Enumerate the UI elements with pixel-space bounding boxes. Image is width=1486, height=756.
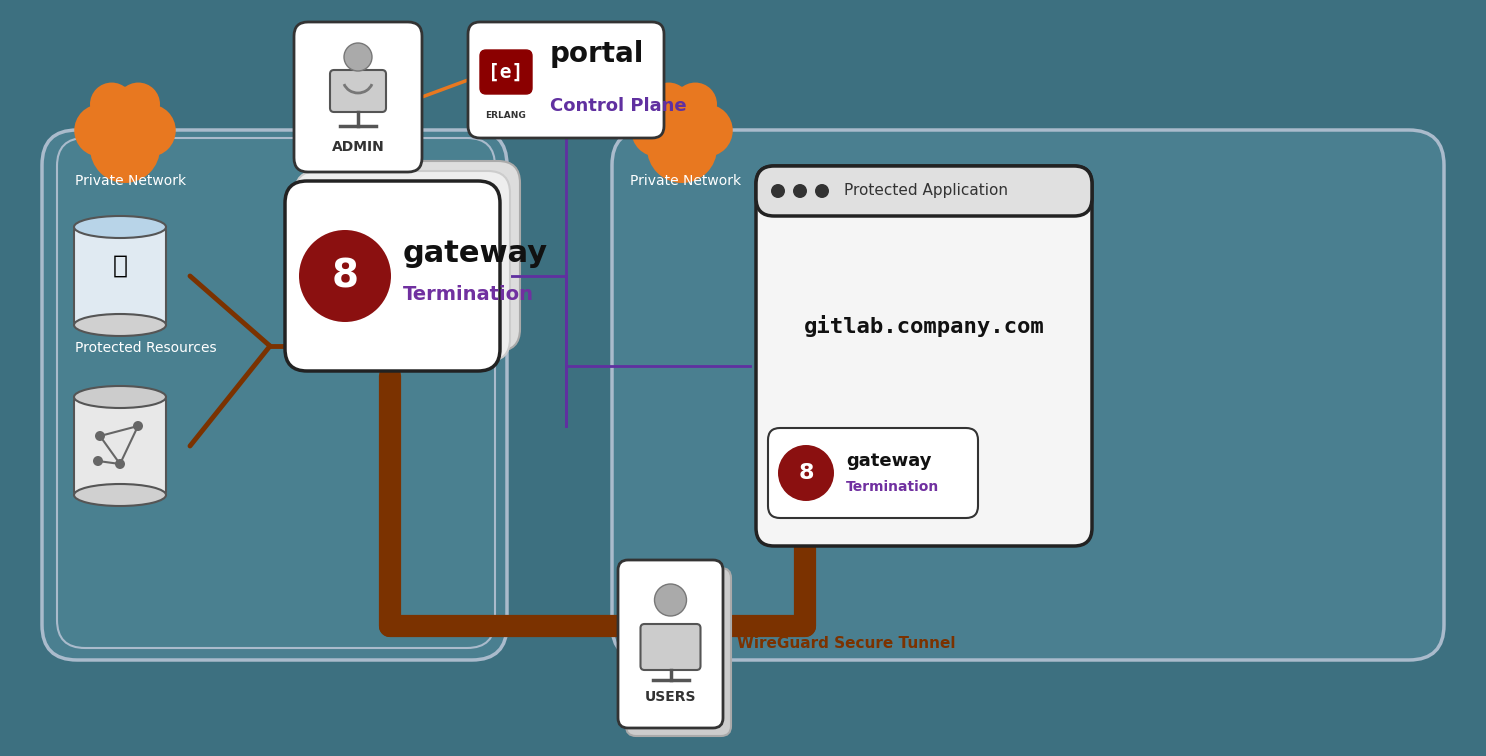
Circle shape — [646, 82, 691, 126]
FancyBboxPatch shape — [42, 130, 507, 660]
Text: Termination: Termination — [846, 480, 939, 494]
Circle shape — [74, 104, 126, 156]
Circle shape — [652, 87, 712, 146]
Text: ADMIN: ADMIN — [331, 140, 385, 154]
Circle shape — [114, 459, 125, 469]
Circle shape — [654, 584, 687, 616]
Text: 8: 8 — [798, 463, 814, 483]
FancyBboxPatch shape — [305, 161, 520, 351]
Circle shape — [814, 184, 829, 198]
Text: Private Network: Private Network — [630, 174, 742, 188]
FancyBboxPatch shape — [612, 130, 1444, 660]
Ellipse shape — [74, 386, 166, 408]
FancyBboxPatch shape — [618, 560, 724, 728]
FancyBboxPatch shape — [640, 624, 700, 670]
Circle shape — [299, 230, 391, 322]
FancyBboxPatch shape — [768, 428, 978, 518]
Text: Private Network: Private Network — [74, 174, 186, 188]
Circle shape — [91, 82, 134, 126]
FancyBboxPatch shape — [756, 166, 1092, 216]
Text: Termination: Termination — [403, 284, 533, 303]
Text: ERLANG: ERLANG — [486, 111, 526, 120]
Text: 🐘: 🐘 — [113, 254, 128, 278]
Circle shape — [779, 445, 834, 501]
Circle shape — [646, 113, 718, 183]
Text: Protected Application: Protected Application — [844, 184, 1008, 199]
FancyBboxPatch shape — [285, 181, 499, 371]
Circle shape — [771, 184, 785, 198]
FancyBboxPatch shape — [294, 22, 422, 172]
Circle shape — [95, 87, 155, 146]
Text: gateway: gateway — [846, 452, 932, 470]
Circle shape — [94, 456, 103, 466]
Text: gitlab.company.com: gitlab.company.com — [804, 315, 1045, 337]
Circle shape — [95, 431, 106, 441]
Ellipse shape — [74, 484, 166, 506]
Circle shape — [632, 104, 684, 156]
Text: [e]: [e] — [489, 63, 523, 82]
Text: WireGuard Secure Tunnel: WireGuard Secure Tunnel — [737, 637, 955, 652]
FancyBboxPatch shape — [74, 397, 166, 495]
FancyBboxPatch shape — [56, 138, 495, 648]
FancyBboxPatch shape — [330, 70, 386, 112]
Circle shape — [116, 82, 160, 126]
Ellipse shape — [74, 314, 166, 336]
FancyBboxPatch shape — [296, 171, 510, 361]
Ellipse shape — [74, 216, 166, 238]
FancyBboxPatch shape — [480, 50, 532, 94]
FancyBboxPatch shape — [756, 166, 1092, 546]
Circle shape — [343, 43, 372, 71]
Text: Protected Resources: Protected Resources — [74, 341, 217, 355]
Circle shape — [673, 82, 718, 126]
Text: gateway: gateway — [403, 240, 548, 268]
FancyBboxPatch shape — [626, 568, 731, 736]
Circle shape — [123, 104, 175, 156]
Text: USERS: USERS — [645, 690, 697, 704]
Text: 8: 8 — [331, 257, 358, 295]
Text: Control Plane: Control Plane — [550, 97, 687, 115]
Circle shape — [681, 104, 733, 156]
Text: portal: portal — [550, 40, 645, 68]
Circle shape — [91, 113, 160, 183]
FancyBboxPatch shape — [74, 227, 166, 325]
Circle shape — [134, 421, 143, 431]
Circle shape — [794, 184, 807, 198]
FancyBboxPatch shape — [468, 22, 664, 138]
